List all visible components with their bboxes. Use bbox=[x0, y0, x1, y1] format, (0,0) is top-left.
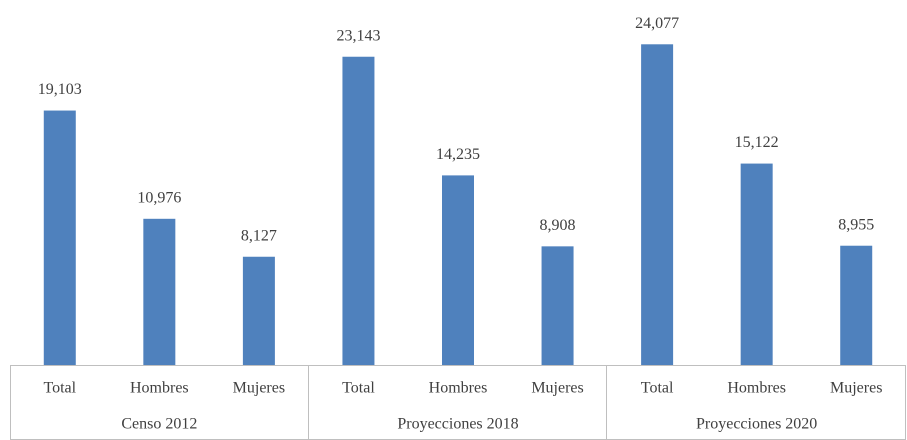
data-label: 8,127 bbox=[241, 227, 277, 244]
x-tick-label: Total bbox=[342, 380, 375, 397]
x-tick-label: Mujeres bbox=[233, 380, 285, 397]
bar bbox=[840, 245, 873, 365]
x-tick-label: Hombres bbox=[130, 380, 189, 397]
bar bbox=[242, 256, 275, 365]
bar bbox=[143, 218, 176, 365]
bar bbox=[541, 246, 574, 365]
x-tick-label: Mujeres bbox=[830, 380, 882, 397]
bar bbox=[342, 56, 375, 366]
bar bbox=[442, 175, 474, 365]
group-label: Proyecciones 2018 bbox=[397, 416, 518, 433]
bar bbox=[43, 110, 76, 366]
data-label: 14,235 bbox=[436, 146, 480, 163]
bar bbox=[740, 163, 773, 365]
data-label: 19,103 bbox=[38, 81, 82, 98]
x-tick-label: Hombres bbox=[429, 380, 488, 397]
data-label: 8,908 bbox=[540, 217, 576, 234]
data-label: 23,143 bbox=[336, 27, 380, 44]
data-label: 10,976 bbox=[137, 189, 181, 206]
x-tick-label: Total bbox=[43, 380, 76, 397]
x-tick-label: Total bbox=[641, 380, 674, 397]
data-label: 24,077 bbox=[635, 15, 679, 32]
data-label: 15,122 bbox=[735, 134, 779, 151]
bar bbox=[641, 44, 674, 365]
x-tick-label: Mujeres bbox=[531, 380, 583, 397]
data-label: 8,955 bbox=[838, 216, 874, 233]
x-tick-label: Hombres bbox=[727, 380, 786, 397]
group-label: Censo 2012 bbox=[121, 416, 197, 433]
group-label: Proyecciones 2020 bbox=[696, 416, 817, 433]
